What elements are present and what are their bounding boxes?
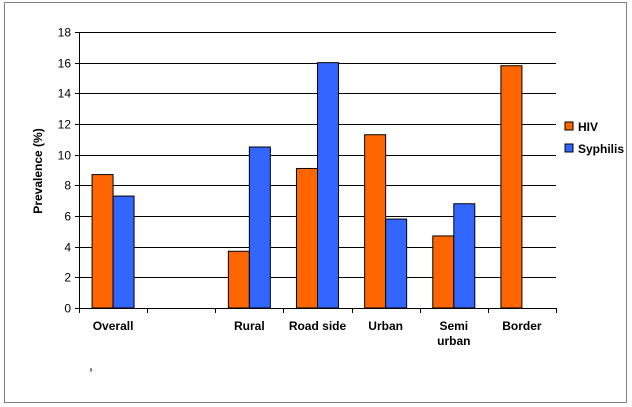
legend-label-hiv: HIV <box>578 120 598 134</box>
bar-syphilis <box>248 146 271 309</box>
bar-hiv <box>296 167 318 309</box>
bar-hiv <box>432 235 455 309</box>
x-category-label: Semi urban <box>437 319 470 348</box>
legend-swatch-hiv <box>564 121 574 131</box>
bar-syphilis <box>317 62 339 309</box>
x-category-label: Rural <box>234 319 265 333</box>
legend-swatch-syphilis <box>564 143 574 153</box>
y-tick-label: 6 <box>64 210 71 224</box>
y-tick-label: 4 <box>64 241 71 255</box>
y-tick-label: 16 <box>58 57 72 71</box>
y-tick-label: 8 <box>64 179 71 193</box>
y-tick-label: 0 <box>64 302 71 316</box>
bar-syphilis <box>112 195 135 309</box>
y-tick-labels: 0 2 4 6 8 10 12 14 16 18 <box>58 26 72 316</box>
bar-hiv <box>364 134 387 309</box>
axes <box>75 32 557 313</box>
bar-syphilis <box>385 218 408 309</box>
y-tick-label: 2 <box>64 271 71 285</box>
bar-hiv <box>500 65 523 309</box>
stray-comma-note: , <box>89 357 93 373</box>
x-category-label: Urban <box>368 319 403 333</box>
bar-hiv <box>227 250 250 309</box>
y-tick-label: 12 <box>58 118 72 132</box>
x-category-label: Border <box>502 319 542 333</box>
legend: HIV Syphilis <box>564 120 624 156</box>
x-category-label: Road side <box>289 319 347 333</box>
bar-syphilis <box>453 203 476 309</box>
bars <box>91 62 523 309</box>
bar-hiv <box>91 174 114 309</box>
x-category-label: Overall <box>93 319 134 333</box>
x-category-labels: Overall Rural Road side Urban Semi urban Borde… <box>93 319 542 348</box>
y-tick-label: 14 <box>58 87 72 101</box>
y-tick-label: 18 <box>58 26 72 40</box>
legend-label-syphilis: Syphilis <box>578 142 624 156</box>
y-tick-label: 10 <box>58 149 72 163</box>
y-axis-title: Prevalence (%) <box>31 128 45 213</box>
